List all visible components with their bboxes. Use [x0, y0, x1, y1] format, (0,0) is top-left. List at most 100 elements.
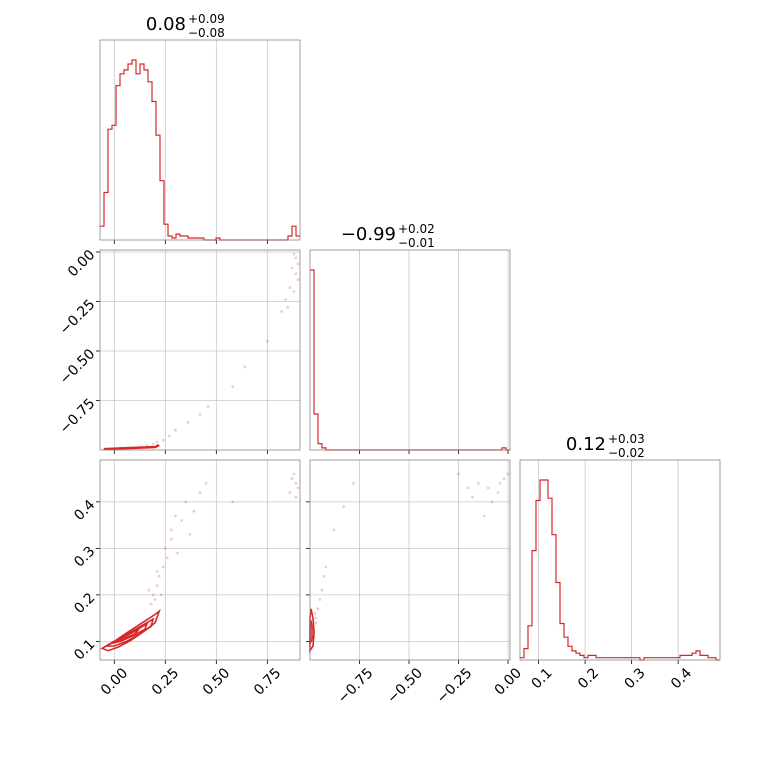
- panel-frame: [309, 249, 511, 451]
- scatter-point: [320, 588, 324, 592]
- x-tick-label: 0.25: [149, 665, 182, 698]
- scatter-point: [352, 481, 355, 485]
- title-median-1: −0.99: [341, 224, 396, 245]
- scatter-point: [288, 491, 292, 494]
- scatter-point: [496, 491, 500, 494]
- x-tick-label: 0.75: [251, 665, 284, 698]
- panel-frame: [99, 39, 301, 241]
- scatter-point: [292, 472, 296, 476]
- scatter-point: [161, 438, 165, 442]
- x-tick-label: 0.2: [575, 665, 602, 692]
- scatter-point: [486, 486, 490, 490]
- scatter-point: [186, 420, 190, 424]
- x-tick-label: 0.1: [529, 665, 556, 692]
- x-tick-label: 0.50: [200, 665, 233, 698]
- scatter-point: [157, 574, 161, 578]
- scatter-point: [155, 440, 159, 444]
- contour-level-0: [100, 608, 161, 652]
- scatter-point: [243, 365, 247, 369]
- scatter-point: [155, 570, 159, 573]
- scatter-point: [149, 602, 153, 606]
- contour-level-3: [113, 628, 140, 643]
- scatter-point: [467, 486, 470, 490]
- histogram-step-0: [100, 59, 300, 241]
- scatter-point: [314, 621, 318, 625]
- y-tick-label: −0.50: [57, 346, 99, 388]
- scatter-point: [198, 413, 202, 416]
- scatter-point: [294, 272, 298, 276]
- y-tick-label: −0.75: [57, 396, 99, 438]
- scatter-point: [313, 612, 317, 615]
- scatter-point: [206, 405, 210, 408]
- y-tick-label: 0.3: [71, 543, 98, 570]
- x-tick-label: 0.3: [622, 665, 649, 692]
- scatter-point: [316, 607, 320, 611]
- scatter-point: [292, 290, 296, 293]
- scatter-point: [294, 481, 298, 485]
- scatter-point: [180, 519, 184, 522]
- scatter-point: [502, 477, 506, 480]
- title-median-0: 0.08: [146, 14, 186, 35]
- scatter-point: [318, 598, 322, 601]
- scatter-point: [151, 593, 155, 597]
- scatter-point: [471, 495, 474, 499]
- title-plus-0: +0.09: [188, 12, 225, 26]
- histogram-step-2: [520, 479, 720, 661]
- scatter-point: [174, 428, 177, 432]
- scatter-point: [288, 286, 292, 289]
- panel-frame: [519, 459, 721, 661]
- scatter-point: [161, 565, 165, 569]
- y-tick-label: −0.25: [57, 297, 99, 339]
- title-minus-0: −0.08: [188, 26, 225, 40]
- scatter-point: [170, 528, 173, 532]
- title-minus-1: −0.01: [398, 236, 435, 250]
- scatter-point: [498, 481, 502, 485]
- scatter-point: [155, 584, 159, 587]
- scatter-point: [457, 472, 460, 476]
- scatter-point: [506, 472, 510, 476]
- scatter-point: [174, 514, 177, 518]
- y-tick-label: 0.1: [71, 636, 98, 663]
- scatter-point: [314, 616, 318, 620]
- y-tick-label: 0.2: [71, 590, 98, 617]
- panel-frame: [309, 459, 511, 661]
- scatter-point: [151, 442, 155, 446]
- title-plus-1: +0.02: [398, 222, 435, 236]
- scatter-point: [296, 262, 300, 266]
- scatter-point: [294, 256, 298, 260]
- scatter-point: [296, 486, 300, 490]
- scatter-point: [168, 434, 171, 438]
- scatter-point: [184, 500, 188, 504]
- dense-band: [104, 443, 160, 451]
- scatter-point: [342, 505, 346, 508]
- panel-frame: [99, 459, 301, 661]
- scatter-point: [324, 565, 328, 569]
- scatter-point: [231, 500, 235, 504]
- scatter-point: [204, 481, 208, 485]
- scatter-point: [153, 598, 157, 601]
- scatter-point: [332, 528, 336, 532]
- y-tick-label: 0.4: [71, 497, 98, 524]
- x-tick-label: 0.00: [98, 665, 131, 698]
- x-tick-label: −0.50: [384, 665, 426, 707]
- panel-frame: [99, 249, 301, 451]
- x-tick-label: −0.75: [335, 665, 377, 707]
- x-tick-label: −0.25: [434, 665, 476, 707]
- scatter-point: [280, 310, 283, 313]
- scatter-point: [482, 514, 486, 518]
- scatter-point: [147, 588, 151, 592]
- y-tick-label: 0.00: [65, 247, 98, 280]
- scatter-point: [159, 593, 163, 597]
- scatter-point: [198, 491, 202, 494]
- scatter-point: [322, 574, 326, 578]
- scatter-point: [294, 495, 298, 499]
- title-median-2: 0.12: [566, 434, 606, 455]
- scatter-point: [265, 339, 269, 343]
- x-tick-label: 0.00: [492, 665, 525, 698]
- scatter-point: [476, 481, 480, 485]
- scatter-point: [188, 533, 192, 536]
- scatter-point: [284, 298, 288, 301]
- title-plus-2: +0.03: [608, 432, 645, 446]
- x-tick-label: 0.4: [668, 665, 695, 692]
